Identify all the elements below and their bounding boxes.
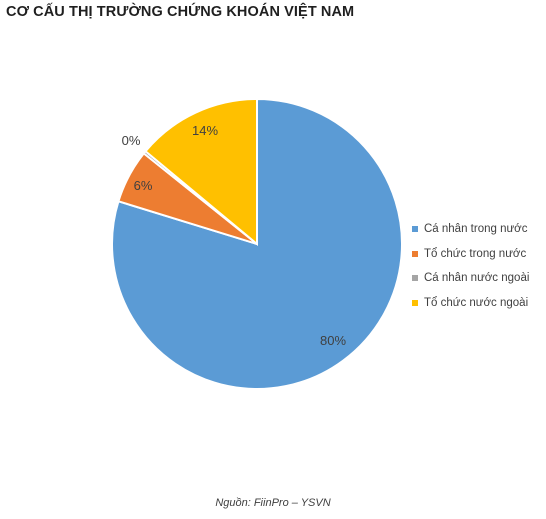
legend-item: Tổ chức trong nước [412,242,529,267]
legend: Cá nhân trong nước Tổ chức trong nước Cá n… [412,217,529,315]
legend-label: Tổ chức trong nước [424,247,527,260]
data-label-0: 80% [320,333,346,348]
legend-swatch [412,250,418,257]
legend-label: Tổ chức nước ngoài [424,296,529,309]
legend-swatch [412,226,418,233]
data-label-1: 6% [134,178,153,193]
legend-label: Cá nhân trong nước [424,223,528,236]
pie-slice-3 [144,97,258,247]
legend-swatch [412,299,418,306]
legend-item: Tổ chức nước ngoài [412,291,529,316]
source-note: Nguồn: FiinPro – YSVN [215,497,331,509]
legend-swatch [412,275,418,282]
legend-item: Cá nhân nước ngoài [412,266,529,291]
legend-label: Cá nhân nước ngoài [424,272,530,285]
data-label-3: 14% [192,123,218,138]
chart-title: CƠ CẤU THỊ TRƯỜNG CHỨNG KHOÁN VIỆT NAM [6,4,355,20]
data-label-2: 0% [122,133,141,148]
legend-item: Cá nhân trong nước [412,217,529,242]
